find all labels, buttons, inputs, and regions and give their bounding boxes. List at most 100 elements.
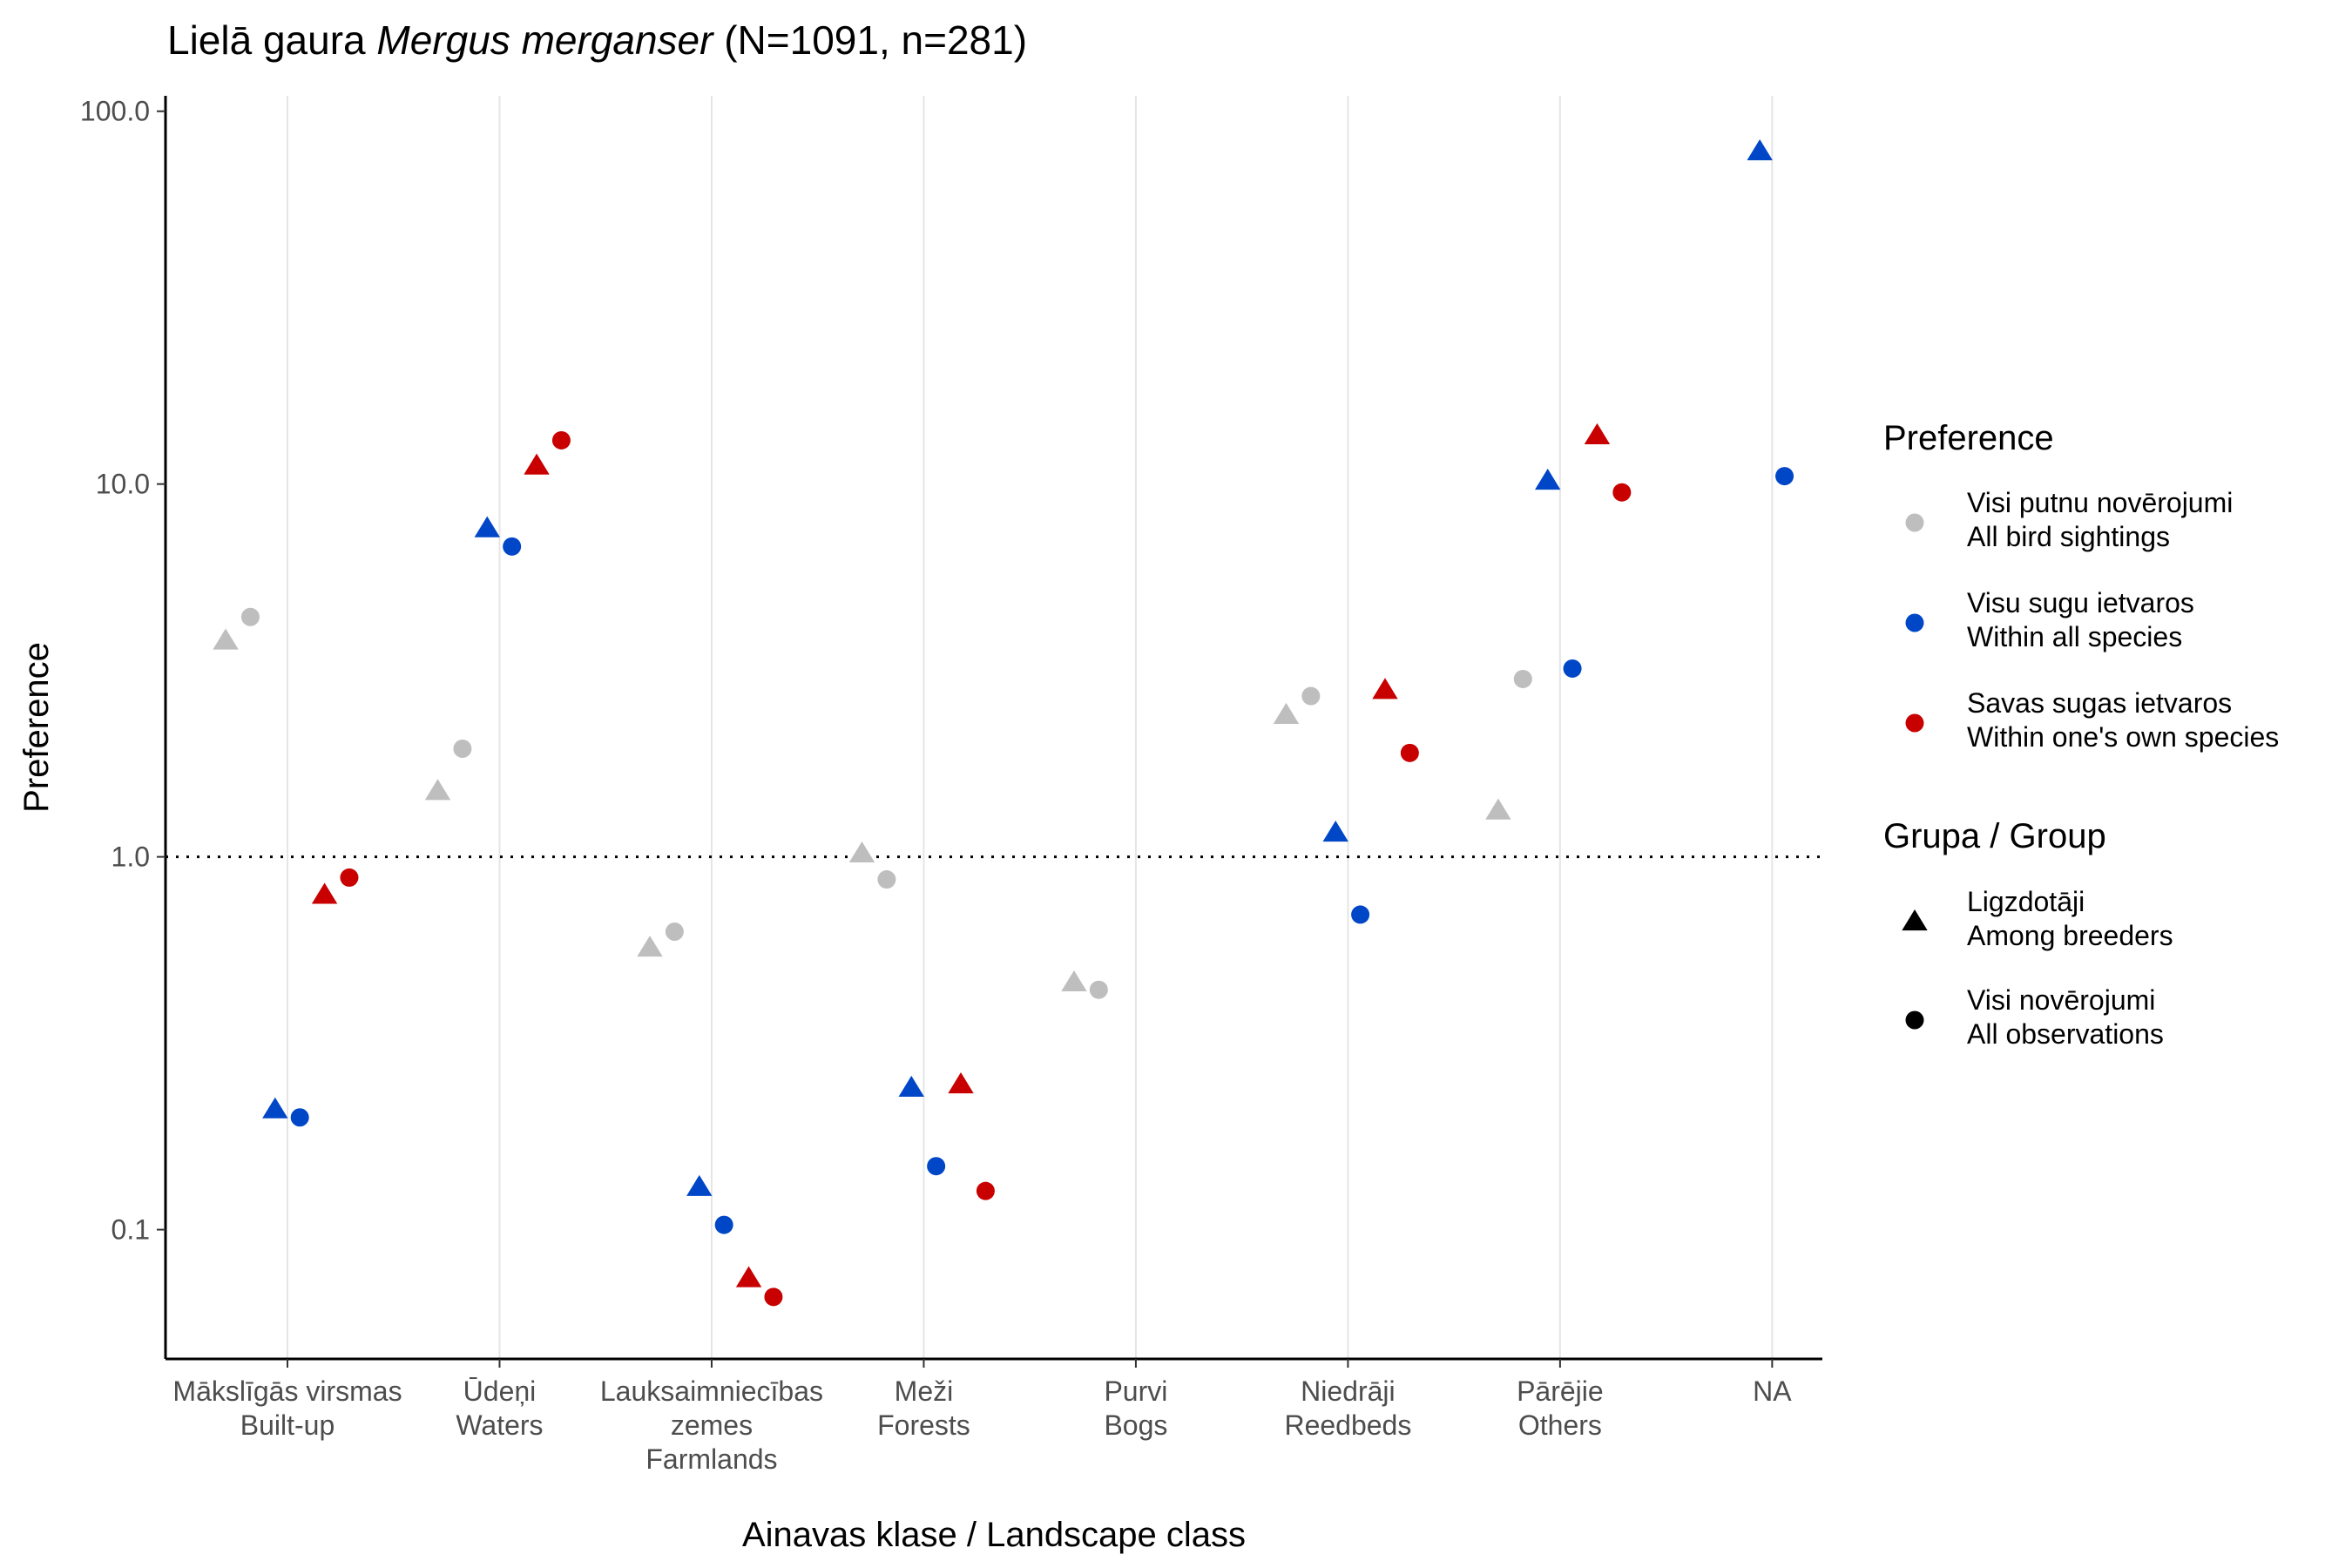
legend-key	[1905, 713, 1924, 733]
y-ticks: 0.1 1.0 10.0 100.0	[80, 96, 166, 1246]
data-point	[1563, 659, 1582, 678]
data-point	[1351, 905, 1370, 924]
x-tick-label-line: Forests	[877, 1409, 970, 1441]
x-tick-label-line: Mākslīgās virsmas	[172, 1375, 402, 1407]
data-point	[848, 841, 875, 863]
x-tick-label-line: Lauksaimniecības	[600, 1375, 823, 1407]
data-point	[551, 430, 571, 449]
data-point	[1612, 483, 1632, 502]
x-tick-label: Mākslīgās virsmas Built-up	[172, 1375, 402, 1441]
y-tick-label: 1.0	[112, 841, 150, 873]
data-point	[290, 1108, 309, 1127]
axes	[164, 96, 1822, 1361]
data-point	[503, 537, 522, 556]
data-point	[1301, 686, 1321, 706]
data-point	[1534, 468, 1561, 490]
legend-label-line: All bird sightings	[1967, 521, 2170, 552]
x-tick-label-line: Pārējie	[1517, 1375, 1604, 1407]
data-point	[240, 607, 260, 626]
chart-title: Lielā gaura Mergus merganser (N=1091, n=…	[167, 17, 1027, 63]
x-tick-label-line: zemes	[671, 1409, 753, 1441]
data-point	[764, 1288, 783, 1307]
data-point	[735, 1266, 762, 1288]
data-point	[340, 868, 359, 887]
data-point	[976, 1181, 995, 1200]
data-point	[637, 936, 663, 957]
x-tick-label: Niedrāji Reedbeds	[1284, 1375, 1411, 1441]
legend-label-line: Among breeders	[1967, 920, 2173, 951]
data-point	[474, 516, 500, 537]
x-tick-label-line: Bogs	[1104, 1409, 1167, 1441]
data-point	[927, 1157, 946, 1176]
data-point	[898, 1075, 924, 1097]
legend-title-preference: Preference	[1883, 419, 2054, 457]
data-point	[262, 1097, 288, 1119]
y-tick-label: 10.0	[96, 469, 150, 500]
x-tick-label-line: Reedbeds	[1284, 1409, 1411, 1441]
data-point	[524, 453, 550, 475]
x-tick-label-line: Built-up	[240, 1409, 335, 1441]
x-tick-label: Pārējie Others	[1517, 1375, 1604, 1441]
data-point	[424, 779, 451, 801]
legend-label-line: Visi putnu novērojumi	[1967, 487, 2233, 518]
data-point	[213, 628, 239, 650]
data-point	[948, 1072, 974, 1094]
x-tick-label: Purvi Bogs	[1104, 1375, 1167, 1441]
data-point	[1273, 702, 1300, 724]
legend-label: Visi putnu novērojumi All bird sightings	[1967, 487, 2233, 552]
data-point	[1485, 798, 1511, 820]
y-tick-label: 0.1	[112, 1214, 150, 1246]
data-point	[665, 923, 684, 942]
legend-title-group: Grupa / Group	[1883, 817, 2106, 855]
data-point	[311, 882, 338, 904]
x-tick-label-line: Others	[1518, 1409, 1602, 1441]
data-point	[1584, 422, 1611, 444]
legend-key	[1902, 909, 1928, 931]
grid-lines	[287, 96, 1774, 1359]
legend-label-line: Within all species	[1967, 621, 2182, 652]
data-point	[1747, 139, 1773, 160]
legend-label: Visu sugu ietvaros Within all species	[1967, 587, 2194, 652]
x-tick-label-line: Niedrāji	[1301, 1375, 1395, 1407]
y-axis-title: Preference	[17, 642, 56, 813]
x-tick-label-line: Farmlands	[645, 1443, 777, 1475]
legend-label-line: Visu sugu ietvaros	[1967, 587, 2194, 618]
data-point	[1513, 669, 1532, 688]
legend-key	[1905, 513, 1924, 532]
x-axis-title: Ainavas klase / Landscape class	[742, 1516, 1246, 1554]
legend-label: Savas sugas ietvaros Within one's own spe…	[1967, 687, 2279, 753]
data-points	[213, 139, 1794, 1307]
x-tick-label: Ūdeņi Waters	[456, 1375, 543, 1441]
data-point	[686, 1174, 713, 1196]
legend-label-line: Within one's own species	[1967, 721, 2279, 753]
legend-label: Ligzdotāji Among breeders	[1967, 886, 2173, 951]
legend-label-line: Ligzdotāji	[1967, 886, 2085, 917]
data-point	[877, 870, 896, 889]
y-tick-label: 100.0	[80, 96, 150, 127]
legend-key	[1905, 613, 1924, 632]
data-point	[1322, 821, 1348, 842]
legend-label: Visi novērojumi All observations	[1967, 984, 2164, 1050]
legend-key	[1905, 1010, 1924, 1030]
legend-label-line: All observations	[1967, 1018, 2164, 1050]
x-tick-label: Meži Forests	[877, 1375, 970, 1441]
legend: Preference Visi putnu novērojumi All bird …	[1883, 419, 2279, 1050]
data-point	[1061, 970, 1087, 992]
data-point	[453, 740, 472, 759]
x-tick-label-line: Waters	[456, 1409, 543, 1441]
data-point	[1372, 678, 1398, 700]
x-tick-label-line: NA	[1753, 1375, 1792, 1407]
x-tick-label-line: Meži	[895, 1375, 954, 1407]
legend-label-line: Savas sugas ietvaros	[1967, 687, 2232, 719]
x-tick-label: NA	[1753, 1375, 1792, 1407]
legend-label-line: Visi novērojumi	[1967, 984, 2155, 1016]
data-point	[1400, 743, 1419, 762]
x-tick-label-line: Ūdeņi	[463, 1375, 537, 1407]
data-point	[1089, 980, 1108, 999]
data-point	[1775, 467, 1794, 486]
x-ticks: Mākslīgās virsmas Built-up Ūdeņi Waters Lauk…	[172, 1359, 1792, 1475]
x-tick-label: Lauksaimniecības zemes Farmlands	[600, 1375, 823, 1475]
x-tick-label-line: Purvi	[1104, 1375, 1167, 1407]
data-point	[714, 1215, 733, 1234]
